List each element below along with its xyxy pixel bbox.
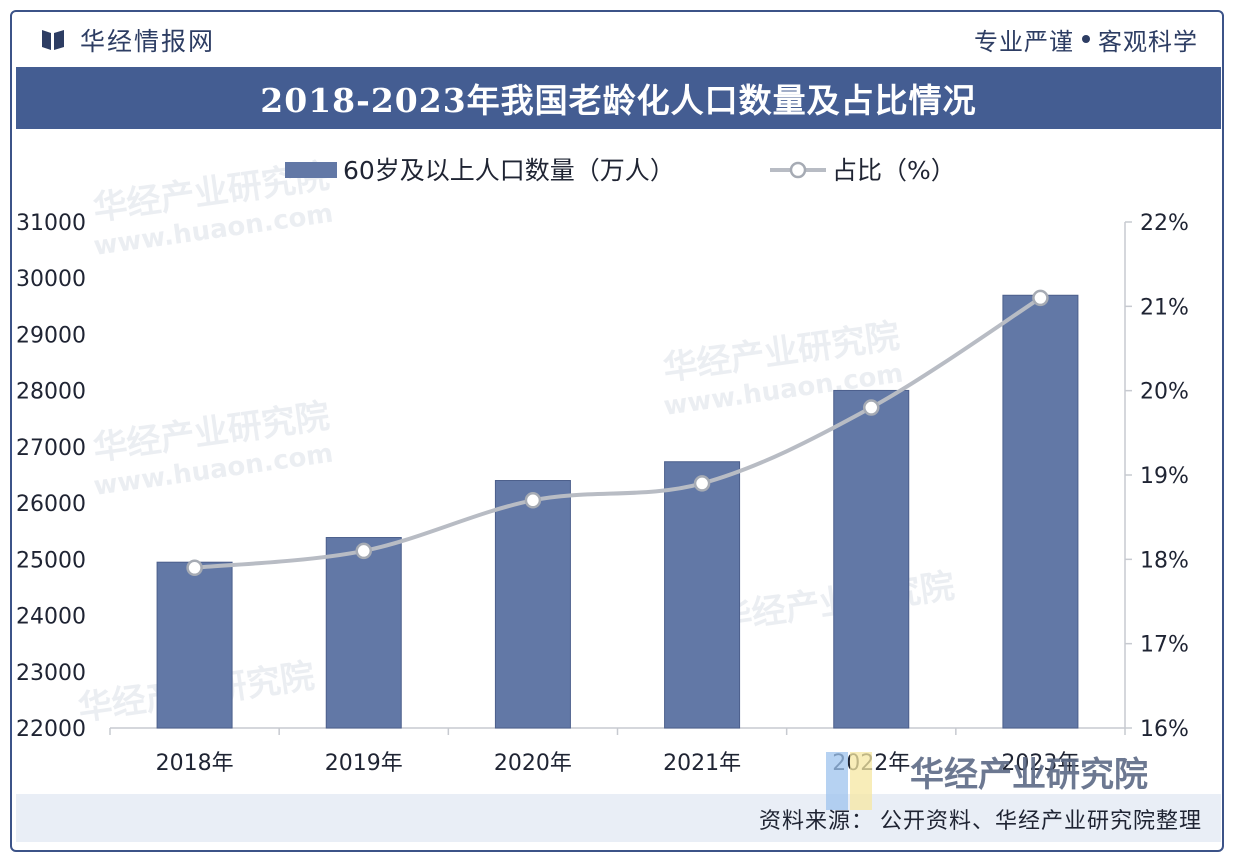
slogan-separator-dot (1082, 35, 1090, 43)
line-point (186, 559, 203, 577)
brand-header: 华经情报网 (40, 24, 215, 56)
slogan: 专业严谨 客观科学 (974, 22, 1198, 56)
source-text: 公开资料、华经产业研究院整理 (879, 809, 1202, 834)
brand-watermark: 华经产业研究院 (826, 752, 1148, 810)
slogan-left: 专业严谨 (974, 27, 1074, 56)
x-tick-label: 2023年 (1001, 751, 1079, 776)
y-right-tick-label: 22% (1140, 211, 1189, 236)
y-right-tick-label: 21% (1140, 295, 1189, 320)
brand-logo-icon (42, 30, 64, 50)
line-path (194, 296, 1042, 570)
line-point (524, 492, 542, 509)
y-left-tick-label: 28000 (16, 380, 86, 405)
y-left-tick-label: 23000 (16, 661, 86, 686)
y-left-tick-label: 29000 (16, 323, 86, 348)
x-tick-label: 2018年 (156, 751, 234, 776)
bar (325, 537, 402, 729)
y-left-tick-label: 26000 (16, 492, 86, 517)
x-tick-label: 2019年 (325, 751, 403, 776)
line-point (693, 475, 711, 492)
bar (156, 561, 233, 729)
brand-name: 华经情报网 (80, 27, 216, 56)
brand-watermark-text: 华经产业研究院 (910, 755, 1148, 795)
y-right-tick-label: 18% (1140, 548, 1189, 573)
x-tick-label: 2021年 (663, 751, 741, 776)
legend-line-label: 占比（%） (832, 156, 956, 185)
line-series (186, 289, 1049, 577)
axes: 22000 23000 24000 25000 26000 27000 28000 29000… (16, 211, 1189, 776)
chart-title: 2018-2023年我国老龄化人口数量及占比情况 (260, 81, 977, 120)
y-left-tick-label: 27000 (16, 436, 86, 461)
y-left-tick-label: 30000 (16, 267, 86, 292)
y-left-tick-label: 24000 (16, 605, 86, 630)
x-tick-label: 2020年 (494, 751, 572, 776)
bar (494, 480, 571, 729)
line-point (1032, 289, 1049, 307)
bar (664, 461, 741, 729)
line-point (863, 399, 880, 416)
y-left-tick-label: 31000 (16, 211, 86, 236)
source-note: 资料来源： 公开资料、华经产业研究院整理 (759, 802, 1202, 836)
legend-bar-swatch (285, 162, 337, 178)
bar (1002, 294, 1079, 729)
y-right-tick-label: 19% (1140, 464, 1189, 489)
bars (156, 294, 1079, 729)
line-point (355, 542, 372, 560)
footer-bar (16, 794, 1221, 842)
title-bar: 2018-2023年我国老龄化人口数量及占比情况 (16, 67, 1221, 129)
y-right-tick-label: 17% (1140, 633, 1189, 658)
legend-line-marker (789, 161, 807, 179)
bar (833, 389, 910, 729)
y-right-tick-label: 20% (1140, 380, 1189, 405)
y-left-tick-label: 25000 (16, 548, 86, 573)
legend: 60岁及以上人口数量（万人） 占比（%） (285, 156, 956, 185)
slogan-right: 客观科学 (1098, 27, 1198, 56)
source-label: 资料来源： (758, 809, 874, 834)
y-left-tick-label: 22000 (16, 717, 86, 742)
y-right-tick-label: 16% (1140, 717, 1189, 742)
legend-bar-label: 60岁及以上人口数量（万人） (343, 156, 675, 185)
